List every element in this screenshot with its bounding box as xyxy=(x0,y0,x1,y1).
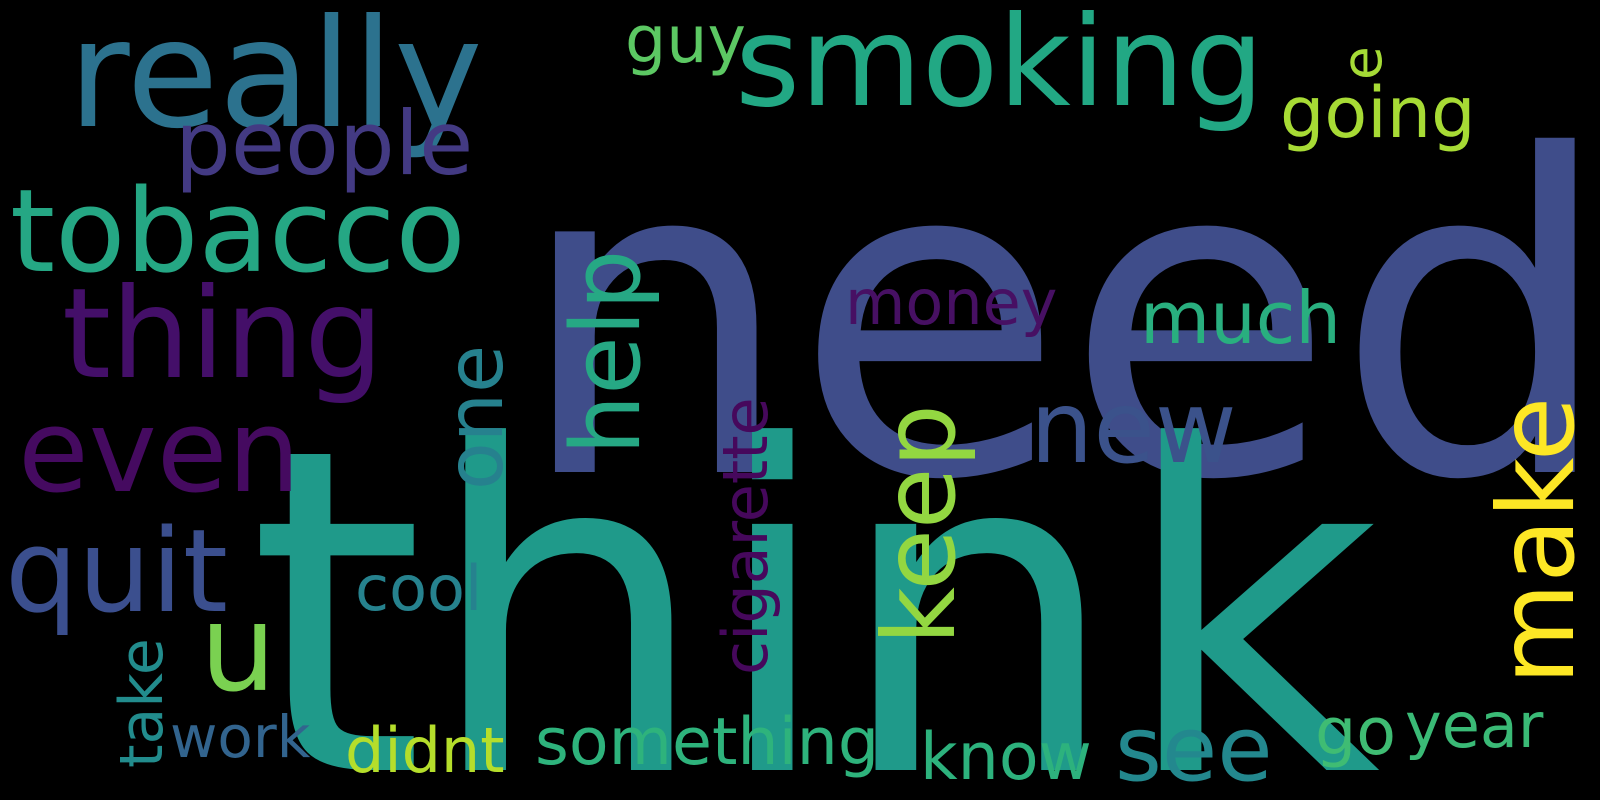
word-didnt: didnt xyxy=(345,714,505,787)
word-guy: guy xyxy=(625,3,746,78)
word-people: people xyxy=(175,92,474,195)
word-see: see xyxy=(1115,697,1273,800)
word-tobacco: tobacco xyxy=(10,165,466,299)
word-make: make xyxy=(1476,396,1598,685)
word-much: much xyxy=(1140,276,1341,360)
word-u: u xyxy=(200,580,277,719)
word-thing: thing xyxy=(62,262,384,407)
word-keep: keep xyxy=(861,404,978,645)
word-one: one xyxy=(431,344,521,490)
word-year: year xyxy=(1405,689,1544,762)
word-cigarette: cigarette xyxy=(709,397,782,675)
word-something: something xyxy=(535,705,880,780)
word-even: even xyxy=(18,385,301,519)
word-new: new xyxy=(1030,369,1237,486)
word-really: really xyxy=(68,0,483,162)
word-cool: cool xyxy=(355,552,483,625)
word-need: need xyxy=(515,64,1600,576)
word-smoking: smoking xyxy=(735,0,1265,135)
word-take: take xyxy=(107,638,177,768)
word-know: know xyxy=(920,720,1092,795)
word-money: money xyxy=(845,266,1058,339)
word-go: go xyxy=(1315,695,1397,770)
word-going: going xyxy=(1280,72,1476,154)
word-help: help xyxy=(552,249,662,455)
word-quit: quit xyxy=(5,505,228,639)
word-e: e xyxy=(1330,46,1394,80)
word-work: work xyxy=(170,703,311,771)
word-think: think xyxy=(248,353,1381,800)
